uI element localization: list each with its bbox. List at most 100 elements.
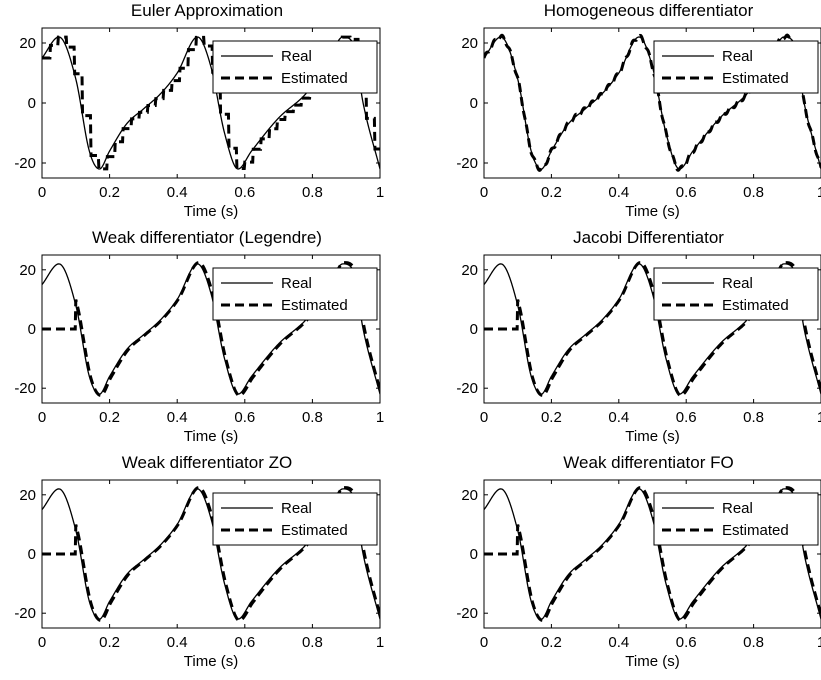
x-tick-label: 0.2 [99, 184, 120, 201]
y-tick-label: 0 [28, 321, 36, 338]
legend-label-real: Real [281, 48, 312, 65]
x-tick-label: 1 [817, 409, 821, 426]
x-axis-label: Time (s) [625, 428, 679, 445]
legend-label-real: Real [281, 500, 312, 517]
x-tick-label: 0.4 [167, 409, 188, 426]
x-tick-label: 0.4 [608, 409, 629, 426]
y-tick-label: -20 [456, 380, 478, 397]
x-tick-label: 0 [480, 184, 488, 201]
x-tick-label: 0.8 [302, 409, 323, 426]
legend-label-estimated: Estimated [722, 522, 789, 539]
x-tick-label: 0.8 [302, 184, 323, 201]
y-tick-label: 0 [28, 546, 36, 563]
subplot-title: Jacobi Differentiator [573, 228, 724, 247]
y-tick-label: -20 [14, 605, 36, 622]
x-axis-label: Time (s) [625, 653, 679, 670]
legend-label-real: Real [722, 500, 753, 517]
x-tick-label: 0.6 [676, 409, 697, 426]
y-tick-label: 20 [461, 262, 478, 279]
x-tick-label: 1 [376, 634, 384, 651]
x-tick-label: 0 [38, 184, 46, 201]
x-tick-label: 0.2 [99, 409, 120, 426]
y-tick-label: -20 [14, 380, 36, 397]
x-tick-label: 0 [480, 409, 488, 426]
series-line-estimated [42, 35, 380, 171]
y-tick-label: 20 [19, 35, 36, 52]
x-axis-label: Time (s) [184, 203, 238, 220]
y-tick-label: 20 [461, 487, 478, 504]
x-axis-label: Time (s) [625, 203, 679, 220]
x-tick-label: 0.6 [234, 634, 255, 651]
x-tick-label: 0.8 [743, 409, 764, 426]
x-tick-label: 0 [480, 634, 488, 651]
y-tick-label: 20 [19, 262, 36, 279]
x-tick-label: 0.4 [167, 184, 188, 201]
legend-label-estimated: Estimated [722, 297, 789, 314]
x-tick-label: 1 [376, 184, 384, 201]
x-tick-label: 0 [38, 634, 46, 651]
x-tick-label: 1 [817, 184, 821, 201]
legend-box [212, 267, 378, 321]
x-tick-label: 0.6 [676, 634, 697, 651]
legend-label-estimated: Estimated [722, 70, 789, 87]
x-tick-label: 0.2 [541, 184, 562, 201]
legend: Real Estimated [212, 267, 378, 321]
x-tick-label: 0.4 [608, 184, 629, 201]
x-tick-label: 0.4 [608, 634, 629, 651]
legend-label-real: Real [722, 48, 753, 65]
y-tick-label: 0 [470, 321, 478, 338]
y-tick-label: 20 [19, 487, 36, 504]
y-tick-label: 0 [28, 95, 36, 112]
y-tick-label: -20 [14, 155, 36, 172]
legend: Real Estimated [653, 492, 819, 546]
x-tick-label: 0.8 [743, 634, 764, 651]
legend: Real Estimated [653, 267, 819, 321]
subplot-title: Homogeneous differentiator [544, 1, 754, 20]
legend-box [653, 267, 819, 321]
legend-label-estimated: Estimated [281, 70, 348, 87]
series-line-estimated [484, 261, 821, 397]
subplot-title: Weak differentiator ZO [122, 453, 292, 472]
legend-box [653, 40, 819, 94]
y-tick-label: 20 [461, 35, 478, 52]
x-axis-label: Time (s) [184, 653, 238, 670]
legend-box [212, 492, 378, 546]
x-tick-label: 0.6 [676, 184, 697, 201]
x-tick-label: 0.2 [541, 634, 562, 651]
legend: Real Estimated [212, 40, 378, 94]
x-axis-label: Time (s) [184, 428, 238, 445]
y-tick-label: -20 [456, 155, 478, 172]
legend: Real Estimated [212, 492, 378, 546]
legend-label-estimated: Estimated [281, 297, 348, 314]
legend: Real Estimated [653, 40, 819, 94]
legend-label-real: Real [281, 275, 312, 292]
y-tick-label: -20 [456, 605, 478, 622]
subplot-title: Euler Approximation [131, 1, 283, 20]
x-tick-label: 0.8 [302, 634, 323, 651]
y-tick-label: 0 [470, 546, 478, 563]
x-tick-label: 1 [817, 634, 821, 651]
x-tick-label: 0.8 [743, 184, 764, 201]
x-tick-label: 0.2 [99, 634, 120, 651]
y-tick-label: 0 [470, 95, 478, 112]
x-tick-label: 0.6 [234, 409, 255, 426]
subplot-title: Weak differentiator FO [563, 453, 733, 472]
x-tick-label: 1 [376, 409, 384, 426]
x-tick-label: 0.6 [234, 184, 255, 201]
legend-box [653, 492, 819, 546]
subplot-title: Weak differentiator (Legendre) [92, 228, 322, 247]
legend-box [212, 40, 378, 94]
x-tick-label: 0.4 [167, 634, 188, 651]
x-tick-label: 0.2 [541, 409, 562, 426]
series-line-estimated [484, 486, 821, 622]
legend-label-real: Real [722, 275, 753, 292]
x-tick-label: 0 [38, 409, 46, 426]
legend-label-estimated: Estimated [281, 522, 348, 539]
